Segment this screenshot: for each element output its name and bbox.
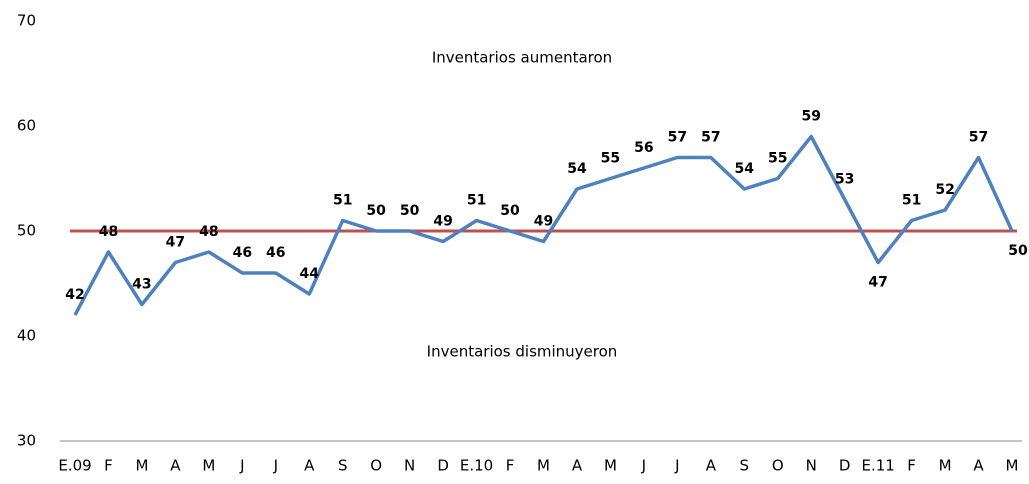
x-tick-label: D [437, 457, 449, 475]
x-tick-label: F [104, 457, 113, 475]
data-label: 50 [366, 203, 386, 219]
x-tick-label: J [239, 457, 244, 475]
data-label: 57 [668, 130, 687, 146]
data-label: 47 [868, 275, 887, 291]
data-label: 57 [969, 130, 988, 146]
x-tick-label: A [170, 457, 181, 475]
x-tick-label: E.11 [861, 457, 894, 475]
data-label: 50 [500, 203, 520, 219]
x-tick-label: J [273, 457, 278, 475]
data-label: 46 [266, 245, 285, 261]
data-label: 44 [300, 266, 320, 282]
x-tick-label: J [641, 457, 646, 475]
data-label: 59 [801, 109, 820, 125]
data-label: 51 [467, 193, 486, 209]
data-label: 48 [99, 224, 118, 240]
data-label: 43 [132, 277, 151, 293]
data-label: 56 [634, 140, 653, 156]
data-label: 53 [835, 172, 854, 188]
x-tick-label: A [304, 457, 315, 475]
data-label: 49 [433, 214, 452, 230]
x-tick-label: E.09 [58, 457, 91, 475]
y-tick-label: 40 [17, 327, 36, 345]
data-label: 50 [1008, 243, 1028, 259]
annotation: Inventarios disminuyeron [427, 343, 618, 361]
x-tick-label: M [202, 457, 215, 475]
x-tick-label: O [370, 457, 382, 475]
x-tick-label: M [537, 457, 550, 475]
x-tick-label: N [806, 457, 817, 475]
x-tick-label: F [506, 457, 515, 475]
data-label: 51 [333, 193, 352, 209]
x-tick-label: D [839, 457, 851, 475]
data-line [73, 134, 1014, 316]
data-label: 50 [400, 203, 420, 219]
y-tick-label: 50 [17, 222, 36, 240]
y-tick-label: 70 [17, 12, 36, 30]
data-label: 54 [567, 161, 587, 177]
data-label: 47 [166, 235, 185, 251]
x-tick-label: M [604, 457, 617, 475]
data-label: 49 [534, 214, 553, 230]
data-label: 46 [233, 245, 252, 261]
data-label: 51 [902, 193, 921, 209]
data-label: 52 [935, 182, 954, 198]
data-label: 55 [601, 151, 620, 167]
x-tick-label: N [404, 457, 415, 475]
data-label: 54 [735, 161, 755, 177]
data-label: 42 [65, 287, 84, 303]
x-tick-label: A [572, 457, 583, 475]
y-tick-label: 30 [17, 432, 36, 450]
x-tick-label: A [706, 457, 717, 475]
x-tick-label: S [338, 457, 348, 475]
data-label: 48 [199, 224, 218, 240]
y-tick-label: 60 [17, 117, 36, 135]
x-tick-label: A [973, 457, 984, 475]
x-tick-label: J [674, 457, 679, 475]
x-tick-label: M [939, 457, 952, 475]
data-label: 55 [768, 151, 787, 167]
annotation: Inventarios aumentaron [432, 49, 612, 67]
x-tick-label: F [907, 457, 916, 475]
x-tick-label: O [772, 457, 784, 475]
x-tick-label: M [135, 457, 148, 475]
x-tick-label: M [1006, 457, 1019, 475]
x-tick-label: S [740, 457, 750, 475]
x-tick-label: E.10 [460, 457, 493, 475]
data-label: 57 [701, 130, 720, 146]
